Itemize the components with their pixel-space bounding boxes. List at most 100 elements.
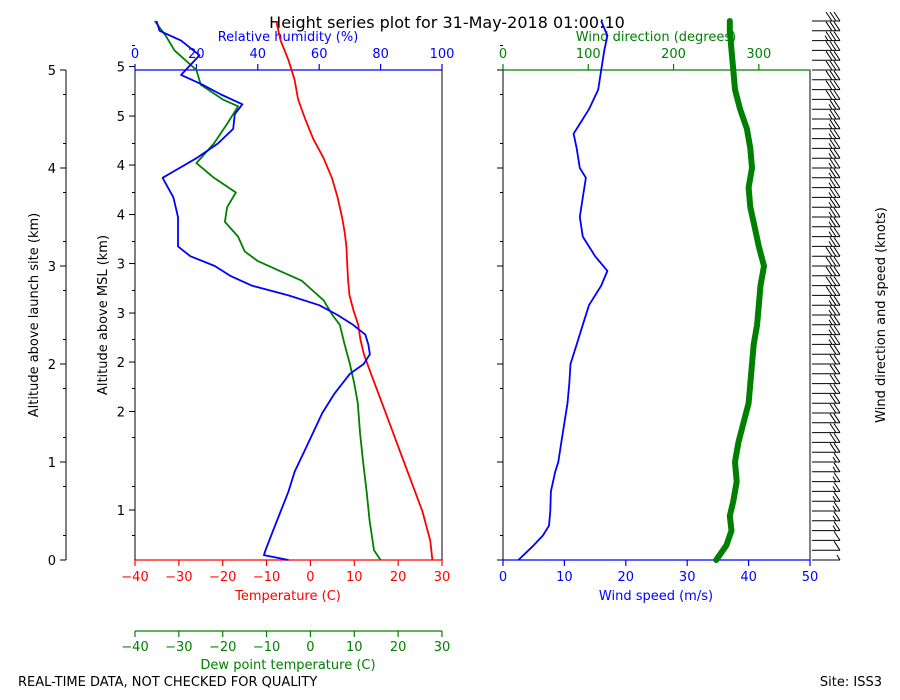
rh-tick-label: 80 <box>372 47 389 62</box>
wind-barb-half-flag <box>824 35 829 41</box>
wind-barb-flag <box>829 21 837 32</box>
wind-barb-flag <box>825 256 833 267</box>
wind-barb-flag <box>825 90 833 100</box>
wind-barbs <box>812 11 841 561</box>
site-label: Site: ISS3 <box>820 675 882 690</box>
wind-barb-flag <box>829 433 837 443</box>
wind-barb-flag <box>829 60 837 71</box>
wind-barb-half-flag <box>828 309 833 316</box>
outer-altitude-tick-label: 0 <box>48 554 56 569</box>
wind-barb-flag <box>833 344 841 355</box>
wind-barb-flag <box>833 99 841 110</box>
wind-barb-half-flag <box>836 554 841 561</box>
outer-altitude-tick-label: 1 <box>48 456 56 471</box>
wind-barb-flag <box>829 217 837 228</box>
wind-barb-flag <box>829 325 837 335</box>
wind-barb-half-flag <box>832 505 837 512</box>
wind-direction-line <box>713 18 767 563</box>
msl-altitude-tick-label: 5 <box>117 110 125 125</box>
wind-barb-flag <box>825 246 833 257</box>
wind-barb-flag <box>833 80 841 90</box>
wind-barb-flag <box>829 99 837 110</box>
wind-barb-flag <box>829 158 837 169</box>
temperature-line <box>275 20 434 561</box>
wind-barb-flag <box>833 109 841 120</box>
wind-barb-half-flag <box>828 221 833 228</box>
wind-barb-flag <box>833 168 841 179</box>
wind-barb-flag <box>833 403 841 414</box>
wind-direction-tick-label: 0 <box>499 47 507 62</box>
wind-barb-half-flag <box>828 201 833 208</box>
wind-barb-half-flag <box>832 486 837 492</box>
wind-barb-flag <box>825 266 833 277</box>
wind-barb-flag <box>833 374 841 384</box>
wind-barb-flag <box>833 531 841 541</box>
wind-barb-flag <box>833 266 841 277</box>
wind-barb-flag <box>829 256 837 267</box>
dewpoint-axis-label: Dew point temperature (C) <box>200 658 375 673</box>
wind-barb-half-flag <box>828 172 833 179</box>
wind-barb-flag <box>833 158 841 169</box>
msl-altitude-axis-label: Altitude above MSL (km) <box>96 235 111 395</box>
wind-barb-flag <box>833 521 841 531</box>
wind-barb-flag <box>829 11 837 22</box>
wind-barb-flag <box>829 276 837 286</box>
wind-barb-half-flag <box>828 329 833 335</box>
wind-speed-tick-label: 30 <box>679 570 696 585</box>
wind-barb-flag <box>829 41 837 51</box>
wind-barb-flag <box>829 295 837 306</box>
wind-barb-flag <box>829 168 837 179</box>
wind-barb-flag <box>825 60 833 71</box>
wind-direction-tick-label: 100 <box>576 47 601 62</box>
wind-barb-flag <box>829 90 837 100</box>
wind-barb-flag <box>829 129 837 139</box>
msl-altitude-tick-label: 4 <box>117 159 125 174</box>
rh-tick-label: 40 <box>250 47 267 62</box>
dewpoint-tick-label: 20 <box>390 640 407 655</box>
rh-tick-label: 60 <box>311 47 328 62</box>
wind-barb-flag <box>833 433 841 443</box>
wind-barb-flag <box>833 462 841 473</box>
wind-barb-flag <box>833 286 841 296</box>
dewpoint-tick-label: −30 <box>165 640 192 655</box>
wind-barb-flag <box>833 384 841 394</box>
msl-altitude-tick-label: 1 <box>117 504 125 519</box>
dewpoint-tick-label: −20 <box>209 640 236 655</box>
wind-barb-flag <box>833 90 841 100</box>
wind-barb-flag <box>825 11 833 22</box>
wind-barb-flag <box>833 491 841 502</box>
wind-barb-flag <box>833 276 841 286</box>
wind-barb-flag <box>829 286 837 296</box>
temperature-tick-label: 20 <box>390 570 407 585</box>
rh-tick-label: 100 <box>430 47 455 62</box>
wind-barb-half-flag <box>828 192 833 198</box>
wind-barb-half-flag <box>828 299 833 306</box>
wind-barb-flag <box>829 109 837 120</box>
wind-barb-flag <box>829 442 837 453</box>
wind-barb-flag <box>833 315 841 326</box>
wind-barb-flag <box>833 217 841 228</box>
wind-barb-flag <box>829 423 837 433</box>
wind-speed-tick-label: 10 <box>556 570 573 585</box>
wind-barb-half-flag <box>828 162 833 169</box>
rh-tick-label: 20 <box>188 47 205 62</box>
wind-barb-half-flag <box>828 103 833 110</box>
outer-altitude-axis-label: Altitude above launch site (km) <box>27 213 42 417</box>
wind-barb-half-flag <box>828 241 833 247</box>
wind-barb-flag <box>829 148 837 159</box>
wind-barb-flag <box>833 452 841 463</box>
wind-barb-flag <box>833 237 841 247</box>
wind-barb-half-flag <box>828 113 833 120</box>
wind-barb-flag <box>829 246 837 257</box>
wind-barb-flag <box>833 364 841 375</box>
wind-barb-half-flag <box>828 182 833 188</box>
wind-barb-flag <box>829 364 837 375</box>
wind-barb-flag <box>829 315 837 326</box>
wind-barb-flag <box>833 335 841 345</box>
wind-barb-flag <box>829 50 837 61</box>
wind-barb-half-flag <box>832 476 837 482</box>
wind-barb-flag <box>833 511 841 522</box>
wind-direction-tick-label: 200 <box>661 47 686 62</box>
wind-barb-flag <box>825 276 833 286</box>
